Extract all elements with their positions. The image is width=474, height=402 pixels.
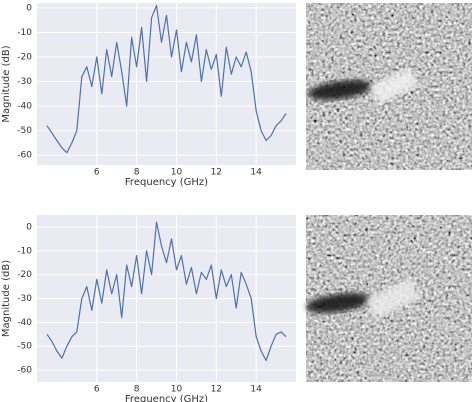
x-tick-label: 6	[94, 385, 100, 395]
y-tick-label: -50	[17, 126, 32, 136]
y-tick-label: -60	[17, 151, 32, 161]
x-tick-label: 6	[94, 168, 100, 178]
y-tick-label: -20	[17, 270, 32, 280]
y-tick-label: -40	[17, 102, 32, 112]
x-tick-label: 14	[250, 385, 262, 395]
x-tick-label: 10	[171, 385, 183, 395]
x-axis-label: Frequency (GHz)	[125, 394, 208, 402]
y-tick-label: -40	[17, 318, 32, 328]
y-tick-label: -30	[17, 77, 32, 87]
y-tick-label: -20	[17, 53, 32, 63]
line-series	[46, 221, 287, 362]
y-tick-label: -10	[17, 246, 32, 256]
y-tick-label: -10	[17, 28, 32, 38]
image-bottom	[306, 215, 472, 382]
x-axis-label: Frequency (GHz)	[125, 177, 208, 188]
x-tick-label: 14	[250, 168, 262, 178]
plot-area	[37, 3, 296, 165]
y-tick-label: 0	[26, 3, 32, 13]
x-tick-label: 8	[134, 385, 140, 395]
y-tick-label: -30	[17, 294, 32, 304]
x-tick-label: 12	[211, 168, 222, 178]
y-axis-label: Magnitude (dB)	[1, 260, 12, 337]
y-tick-label: 0	[26, 222, 32, 232]
y-tick-label: -60	[17, 366, 32, 376]
x-tick-label: 12	[211, 385, 222, 395]
x-tick-label: 8	[134, 168, 140, 178]
y-axis-label: Magnitude (dB)	[1, 45, 12, 122]
y-tick-label: -50	[17, 342, 32, 352]
x-tick-label: 10	[171, 168, 183, 178]
line-series	[46, 4, 287, 154]
image-top	[306, 3, 472, 170]
